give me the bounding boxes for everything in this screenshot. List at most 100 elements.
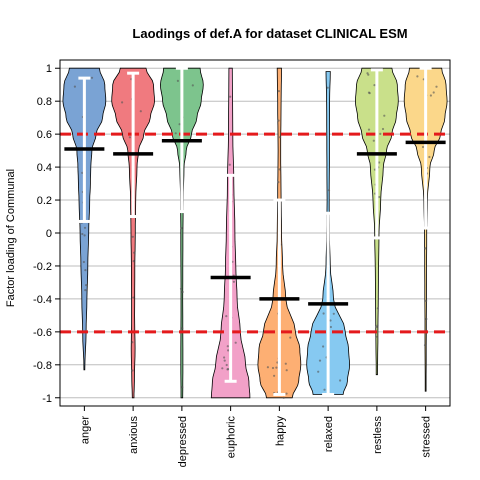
y-tick-label: -1 <box>42 393 52 405</box>
data-point <box>84 289 86 291</box>
x-tick-label: restless <box>372 416 384 454</box>
data-point <box>377 307 379 309</box>
data-point <box>229 96 231 98</box>
data-point <box>285 363 287 365</box>
data-point <box>225 315 227 317</box>
data-point <box>91 77 93 79</box>
data-point <box>283 397 285 399</box>
data-point <box>279 168 281 170</box>
data-point <box>289 337 291 339</box>
data-point <box>278 120 280 122</box>
data-point <box>227 349 229 351</box>
y-tick-label: 0.2 <box>37 195 52 207</box>
data-point <box>85 284 87 286</box>
data-point <box>181 327 183 329</box>
data-point <box>235 342 237 344</box>
data-point <box>433 91 435 93</box>
data-point <box>84 269 86 271</box>
y-tick-label: 0.6 <box>37 129 52 141</box>
data-point <box>132 236 134 238</box>
data-point <box>181 386 183 388</box>
data-point <box>275 367 277 369</box>
y-tick-label: 0.4 <box>37 162 52 174</box>
data-point <box>133 260 135 262</box>
data-point <box>273 375 275 377</box>
data-point <box>425 318 427 320</box>
data-point <box>175 132 177 134</box>
x-tick-label: euphoric <box>226 416 238 459</box>
data-point <box>382 128 384 130</box>
data-point <box>133 252 135 254</box>
data-point <box>379 133 381 135</box>
data-point <box>223 356 225 358</box>
data-point <box>286 369 288 371</box>
data-point <box>368 92 370 94</box>
y-tick-label: 0.8 <box>37 96 52 108</box>
data-point <box>132 297 134 299</box>
data-point <box>131 369 133 371</box>
data-point <box>435 86 437 88</box>
data-point <box>422 146 424 148</box>
data-point <box>323 389 325 391</box>
data-point <box>425 247 427 249</box>
data-point <box>373 84 375 86</box>
data-point <box>226 364 228 366</box>
data-point <box>366 72 368 74</box>
data-point <box>319 360 321 362</box>
y-tick-label: 1 <box>46 63 52 75</box>
x-tick-label: anxious <box>128 416 140 454</box>
data-point <box>375 326 377 328</box>
data-point <box>192 84 194 86</box>
y-tick-label: -0.4 <box>33 294 52 306</box>
data-point <box>368 129 370 131</box>
data-point <box>383 115 385 117</box>
data-point <box>179 123 181 125</box>
y-tick-label: -0.8 <box>33 360 52 372</box>
data-point <box>277 181 279 183</box>
data-point <box>279 136 281 138</box>
data-point <box>267 366 269 368</box>
data-point <box>226 368 228 370</box>
data-point <box>330 326 332 328</box>
data-point <box>84 234 86 236</box>
data-point <box>327 87 329 89</box>
data-point <box>227 345 229 347</box>
data-point <box>425 300 427 302</box>
data-point <box>373 140 375 142</box>
data-point <box>181 227 183 229</box>
y-tick-label: -0.6 <box>33 327 52 339</box>
data-point <box>278 90 280 92</box>
data-point <box>83 261 85 263</box>
y-axis-title: Factor loading of Communal <box>5 169 17 307</box>
data-point <box>424 344 426 346</box>
data-point <box>428 156 430 158</box>
data-point <box>322 345 324 347</box>
data-point <box>233 281 235 283</box>
chart-title: Laodings of def.A for dataset CLINICAL E… <box>132 26 407 41</box>
y-tick-label: 0 <box>46 228 52 240</box>
data-point <box>333 313 335 315</box>
data-point <box>177 80 179 82</box>
data-point <box>323 312 325 314</box>
x-tick-label: depressed <box>177 416 189 467</box>
data-point <box>121 101 123 103</box>
data-point <box>329 319 331 321</box>
data-point <box>416 75 418 77</box>
x-tick-label: stressed <box>421 416 433 458</box>
data-point <box>339 379 341 381</box>
data-point <box>430 94 432 96</box>
data-point <box>131 341 133 343</box>
data-point <box>221 367 223 369</box>
data-point <box>375 336 377 338</box>
data-point <box>81 233 83 235</box>
data-point <box>224 360 226 362</box>
data-point <box>182 291 184 293</box>
data-point <box>229 164 231 166</box>
data-point <box>84 227 86 229</box>
data-point <box>328 189 330 191</box>
violins <box>63 68 447 399</box>
x-tick-label: happy <box>274 416 286 446</box>
data-point <box>129 136 131 138</box>
data-point <box>180 288 182 290</box>
